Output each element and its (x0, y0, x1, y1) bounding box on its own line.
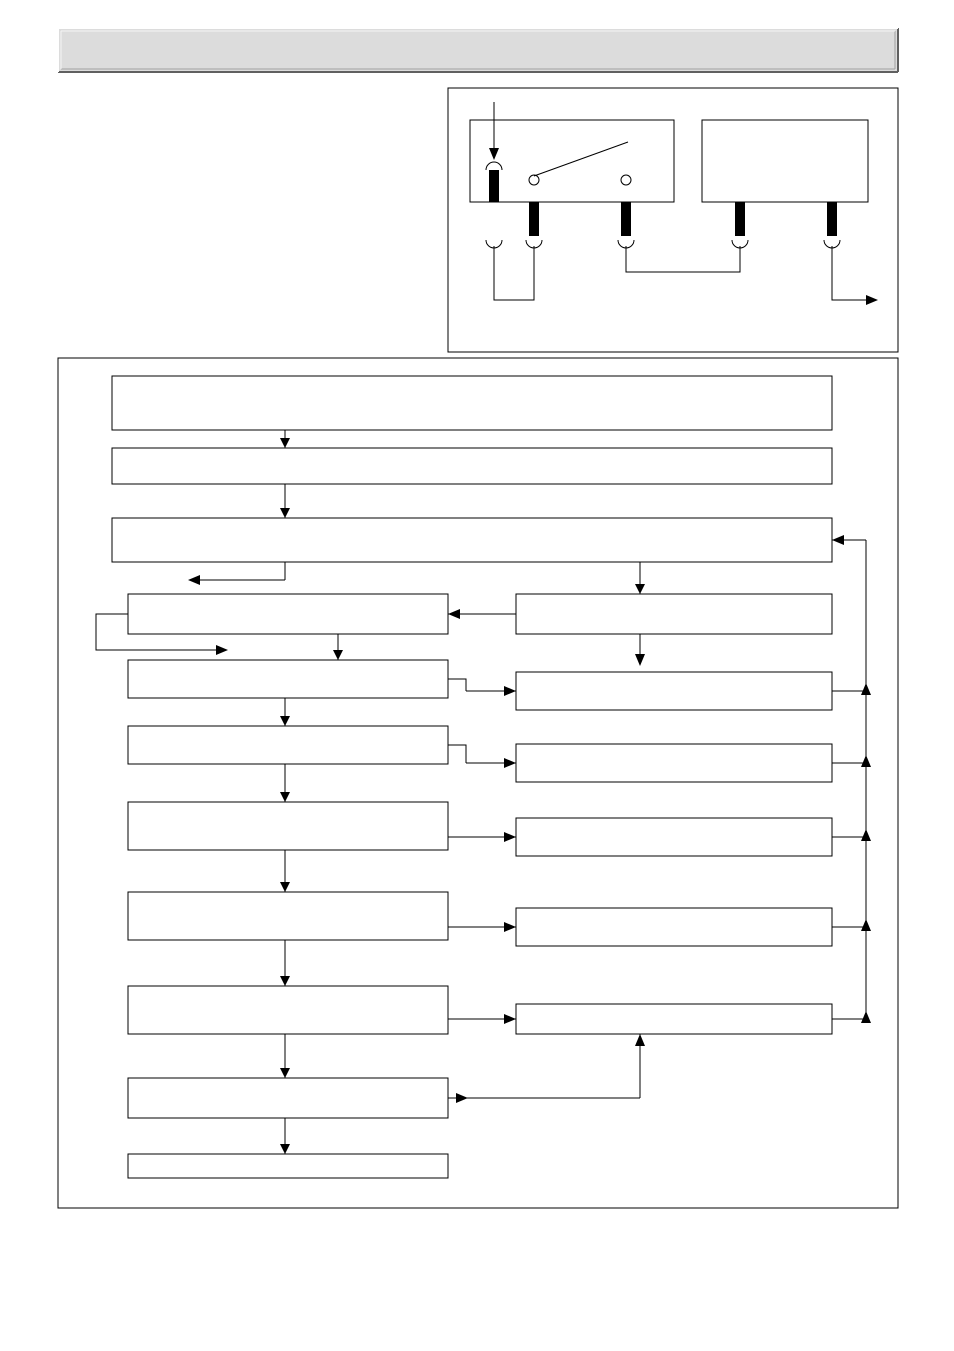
flowchart (96, 376, 871, 1178)
node-C (112, 518, 832, 562)
node-J (128, 802, 448, 850)
node-L (128, 892, 448, 940)
node-Q (128, 1154, 448, 1178)
node-M (516, 908, 832, 946)
node-B (112, 448, 832, 484)
node-K (516, 818, 832, 856)
node-N (128, 986, 448, 1034)
schematic-panel (448, 88, 898, 352)
node-H (128, 726, 448, 764)
node-G (516, 672, 832, 710)
flowchart-panel (58, 358, 898, 1208)
node-D (128, 594, 448, 634)
header-bar (58, 28, 898, 72)
diagram-canvas (0, 0, 954, 1351)
node-O (516, 1004, 832, 1034)
module-block (702, 120, 868, 202)
node-F (128, 660, 448, 698)
node-P (128, 1078, 448, 1118)
node-I (516, 744, 832, 782)
node-E (516, 594, 832, 634)
relay-block (470, 120, 674, 202)
node-A (112, 376, 832, 430)
